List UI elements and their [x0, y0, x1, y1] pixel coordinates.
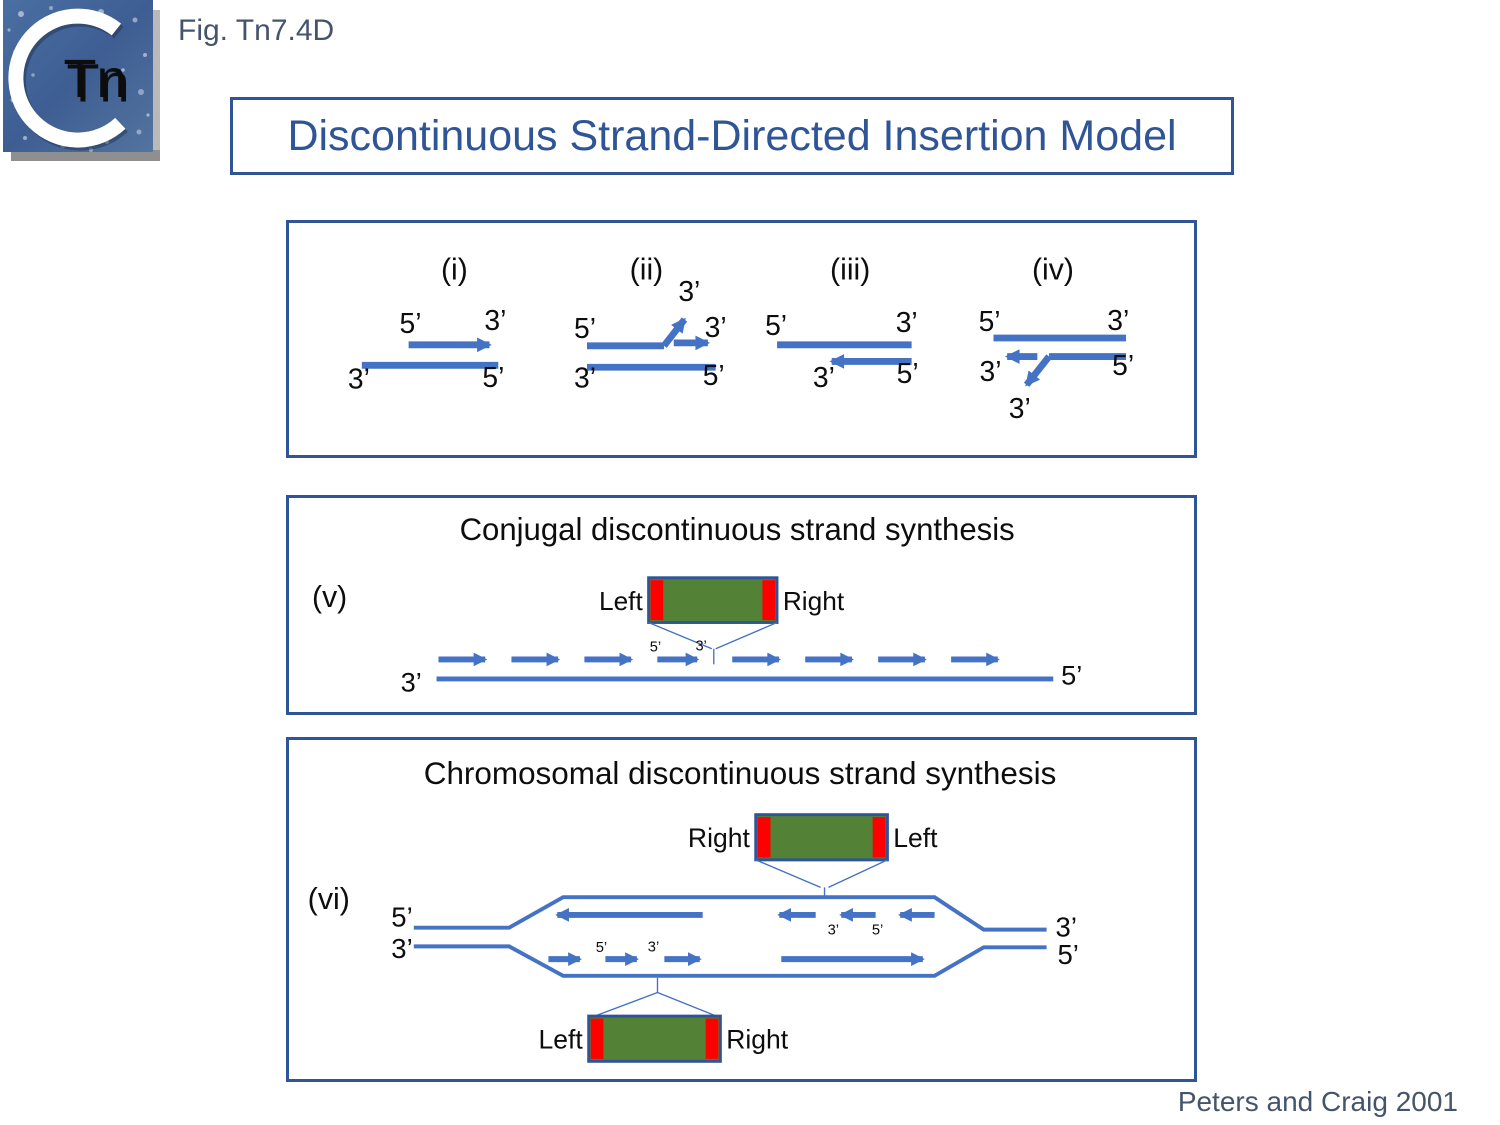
transposon-right-end-bar: [762, 580, 776, 621]
step-ii-label: (ii): [630, 254, 664, 287]
logo-graphic: Tn Tn: [3, 0, 160, 161]
insertion-five-prime-label: 5’: [650, 640, 661, 656]
logo-c-ring: [8, 8, 126, 148]
figure-label: Fig. Tn7.4D: [178, 14, 335, 47]
strand-steps-diagram: (i) 5’ 3’ 3’ 5’ (ii) 3’ 5’ 3’ 3’ 5’: [348, 254, 1135, 424]
callout-line: [657, 991, 717, 1017]
transposon-v-left-label: Left: [599, 586, 643, 616]
chromosomal-diagram: Chromosomal discontinuous strand synthes…: [308, 756, 1079, 1063]
diagram-step-iv: (iv) 5’ 3’ 3’ 5’ 3’: [979, 254, 1135, 424]
transposon-box-vi-top: [754, 813, 889, 862]
step-ii-branch-arrow: [661, 317, 688, 348]
template-left-end: 3’: [401, 667, 422, 698]
logo-tn-text-shadow: Tn: [66, 54, 129, 114]
insertion-callout-vi-bottom: [594, 977, 717, 1017]
transposon-left-end-bar: [650, 580, 664, 621]
diagram-step-ii: (ii) 3’ 5’ 3’ 3’ 5’: [574, 254, 727, 394]
diagram-step-iii: (iii) 5’ 3’ 3’ 5’: [765, 254, 919, 393]
step-iii-top-left-end: 5’: [765, 309, 787, 341]
insertion-callout-vi-top: [755, 859, 888, 898]
step-iv-top-left-end: 5’: [979, 305, 1001, 337]
bubble-exit-top-end: 3’: [1056, 912, 1077, 943]
step-ii-bottom-left-end: 3’: [574, 362, 596, 394]
strand-steps-panel: (i) 5’ 3’ 3’ 5’ (ii) 3’ 5’ 3’ 3’ 5’: [286, 220, 1197, 458]
logo-background: [3, 0, 153, 152]
callout-line: [648, 621, 713, 650]
step-iii-label: (iii): [830, 254, 870, 287]
transposon-body: [754, 813, 889, 862]
callout-line: [715, 621, 778, 650]
insertion-callout-v: [648, 621, 778, 665]
conjugal-diagram: Conjugal discontinuous strand synthesis …: [312, 512, 1082, 698]
step-i-top-left-end: 5’: [400, 307, 422, 339]
step-vi-label: (vi): [308, 882, 350, 916]
transposon-box-vi-bottom: [587, 1014, 722, 1063]
bottom-fragment-five-prime-label: 5’: [596, 940, 607, 956]
step-i-bottom-left-end: 3’: [348, 363, 370, 395]
step-i-bottom-right-end: 5’: [482, 361, 504, 393]
transposon-right-end-bar: [705, 1018, 719, 1059]
transposon-left-end-bar: [757, 817, 771, 858]
transposon-left-end-bar: [590, 1018, 604, 1059]
conjugal-panel-title: Conjugal discontinuous strand synthesis: [460, 512, 1015, 547]
citation: Peters and Craig 2001: [1177, 1086, 1458, 1117]
callout-line: [828, 859, 888, 889]
step-v-label: (v): [312, 581, 347, 614]
transposon-body: [647, 576, 779, 624]
bubble-entry-top-end: 5’: [391, 902, 412, 933]
callout-line: [594, 991, 658, 1017]
step-i-label: (i): [441, 254, 468, 287]
template-right-end: 5’: [1061, 660, 1082, 691]
step-iv-mid-left-end: 3’: [980, 355, 1002, 387]
page-title: Discontinuous Strand-Directed Insertion …: [287, 111, 1177, 160]
diagram-step-i: (i) 5’ 3’ 3’ 5’: [348, 254, 506, 395]
logo-tn-text: Tn: [63, 49, 126, 109]
bubble-bottom-strand: [413, 944, 1047, 978]
logo-bottom-shadow: [11, 150, 160, 161]
transposon-box-v: [647, 576, 779, 624]
replication-bubble: [413, 895, 1047, 978]
step-iv-branch-end: 3’: [1009, 392, 1031, 424]
step-ii-branch-end: 3’: [678, 275, 700, 307]
step-iii-top-right-end: 3’: [896, 306, 918, 338]
step-ii-bottom-right-end: 5’: [703, 359, 725, 391]
step-iii-bottom-left-end: 3’: [813, 361, 835, 393]
tn-center-logo: Tn Tn: [3, 0, 160, 163]
logo-right-shadow: [151, 10, 160, 160]
insertion-three-prime-label: 3’: [695, 639, 706, 655]
transposon-body: [587, 1014, 722, 1063]
transposon-vi-bottom-left-label: Left: [539, 1025, 584, 1055]
step-iv-branch-arrow: [1023, 354, 1052, 387]
transposon-v-right-label: Right: [783, 586, 845, 616]
bottom-fragment-three-prime-label: 3’: [648, 939, 659, 955]
step-iv-label: (iv): [1032, 254, 1074, 287]
transposon-vi-bottom-right-label: Right: [726, 1025, 789, 1055]
transposon-vi-top-right-label: Left: [893, 823, 938, 853]
step-iv-top-right-end: 3’: [1107, 304, 1129, 336]
title-box: Discontinuous Strand-Directed Insertion …: [230, 97, 1234, 175]
top-fragment-three-prime-label: 3’: [828, 923, 839, 939]
step-ii-top-left-end: 5’: [574, 312, 596, 344]
step-iv-mid-right-end: 5’: [1112, 349, 1134, 381]
transposon-right-end-bar: [872, 817, 886, 858]
step-i-top-right-end: 3’: [484, 304, 506, 336]
callout-line: [755, 859, 821, 889]
step-iii-bottom-right-end: 5’: [897, 357, 919, 389]
bubble-top-strand: [413, 895, 1047, 932]
chromosomal-panel-title: Chromosomal discontinuous strand synthes…: [424, 756, 1057, 791]
step-ii-top-right-end: 3’: [705, 311, 727, 343]
bubble-entry-bottom-end: 3’: [391, 933, 412, 964]
chromosomal-panel: Chromosomal discontinuous strand synthes…: [286, 737, 1197, 1082]
bubble-exit-bottom-end: 5’: [1058, 939, 1079, 970]
top-fragment-five-prime-label: 5’: [872, 923, 883, 939]
conjugal-panel: Conjugal discontinuous strand synthesis …: [286, 495, 1197, 715]
transposon-vi-top-left-label: Right: [688, 823, 751, 853]
